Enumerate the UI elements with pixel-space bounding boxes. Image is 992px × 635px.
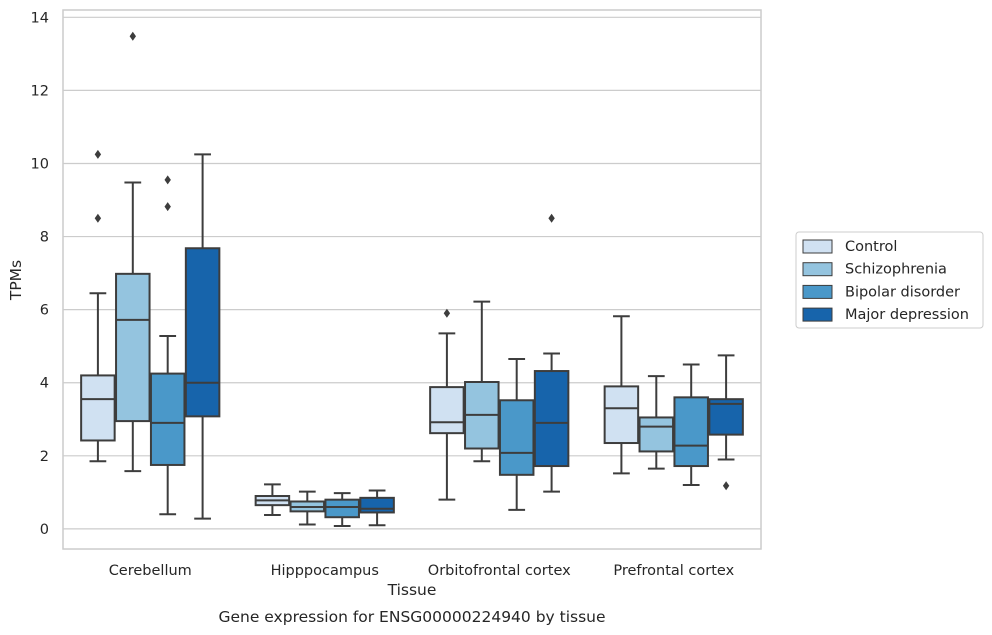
box-1-1	[289, 490, 326, 526]
x-tick-label: Hipppocampus	[271, 563, 379, 579]
y-tick-label: 12	[31, 83, 49, 99]
chart-caption: Gene expression for ENSG00000224940 by t…	[218, 608, 605, 626]
box-3-0	[603, 315, 640, 475]
box-body	[603, 385, 640, 445]
y-tick-label: 6	[40, 303, 49, 319]
box-body	[498, 399, 535, 476]
box-1-0	[254, 483, 291, 517]
box-body	[533, 370, 570, 468]
plot-frame	[62, 9, 762, 550]
box-body	[184, 247, 221, 418]
box-1-2	[324, 492, 360, 527]
box-body	[673, 396, 709, 468]
x-tick-label: Orbitofrontal cortex	[428, 563, 571, 579]
legend-swatch	[802, 307, 833, 322]
box-0-0	[80, 149, 116, 463]
box-3-1	[638, 375, 675, 470]
box-1-3	[359, 489, 395, 527]
box-body	[324, 498, 360, 519]
box-body	[115, 272, 151, 423]
legend-swatch	[802, 284, 833, 299]
box-body	[149, 372, 186, 466]
box-2-0	[429, 308, 465, 501]
box-body	[708, 398, 744, 436]
legend-swatch	[802, 239, 833, 254]
x-tick-label: Prefrontal cortex	[613, 563, 734, 579]
box-3-2	[673, 363, 709, 487]
y-tick-label: 0	[40, 522, 49, 538]
y-tick-label: 8	[40, 230, 49, 246]
x-axis-label: Tissue	[387, 581, 437, 599]
legend-label: Control	[845, 239, 897, 255]
y-tick-label: 10	[31, 156, 49, 172]
box-body	[80, 374, 116, 442]
x-tick-label: Cerebellum	[109, 563, 192, 579]
outlier-point	[94, 149, 102, 159]
legend-swatch	[802, 262, 833, 277]
box-body	[429, 386, 465, 435]
outlier-point	[94, 213, 102, 223]
outlier-point	[722, 481, 730, 491]
outlier-point	[164, 175, 171, 185]
legend-label: Schizophrenia	[845, 262, 947, 278]
box-body	[638, 416, 675, 453]
y-tick-labels: 0 2 4 6 8 10 12 14	[31, 10, 49, 538]
legend-frame	[795, 231, 984, 329]
outlier-point	[164, 202, 171, 212]
y-tick-label: 14	[31, 10, 49, 26]
y-tick-label: 4	[40, 376, 49, 392]
box-2-1	[464, 300, 500, 463]
box-3-3	[708, 354, 744, 491]
box-2-3	[533, 213, 570, 493]
box-series	[80, 31, 744, 527]
box-body	[359, 496, 395, 514]
y-tick-label: 2	[40, 449, 49, 465]
box-2-2	[498, 357, 535, 511]
box-0-2	[149, 175, 186, 516]
legend: Control Schizophrenia Bipolar disorder Majo…	[795, 231, 984, 329]
box-0-1	[115, 31, 151, 473]
legend-label: Major depression	[845, 307, 969, 323]
outlier-point	[548, 213, 555, 223]
legend-label: Bipolar disorder	[845, 284, 960, 300]
box-0-3	[184, 153, 221, 520]
outlier-point	[129, 31, 136, 41]
outlier-point	[443, 308, 451, 318]
y-axis-label: TPMs	[7, 260, 25, 301]
x-tick-labels: Cerebellum Hipppocampus Orbitofrontal cort…	[109, 563, 735, 579]
